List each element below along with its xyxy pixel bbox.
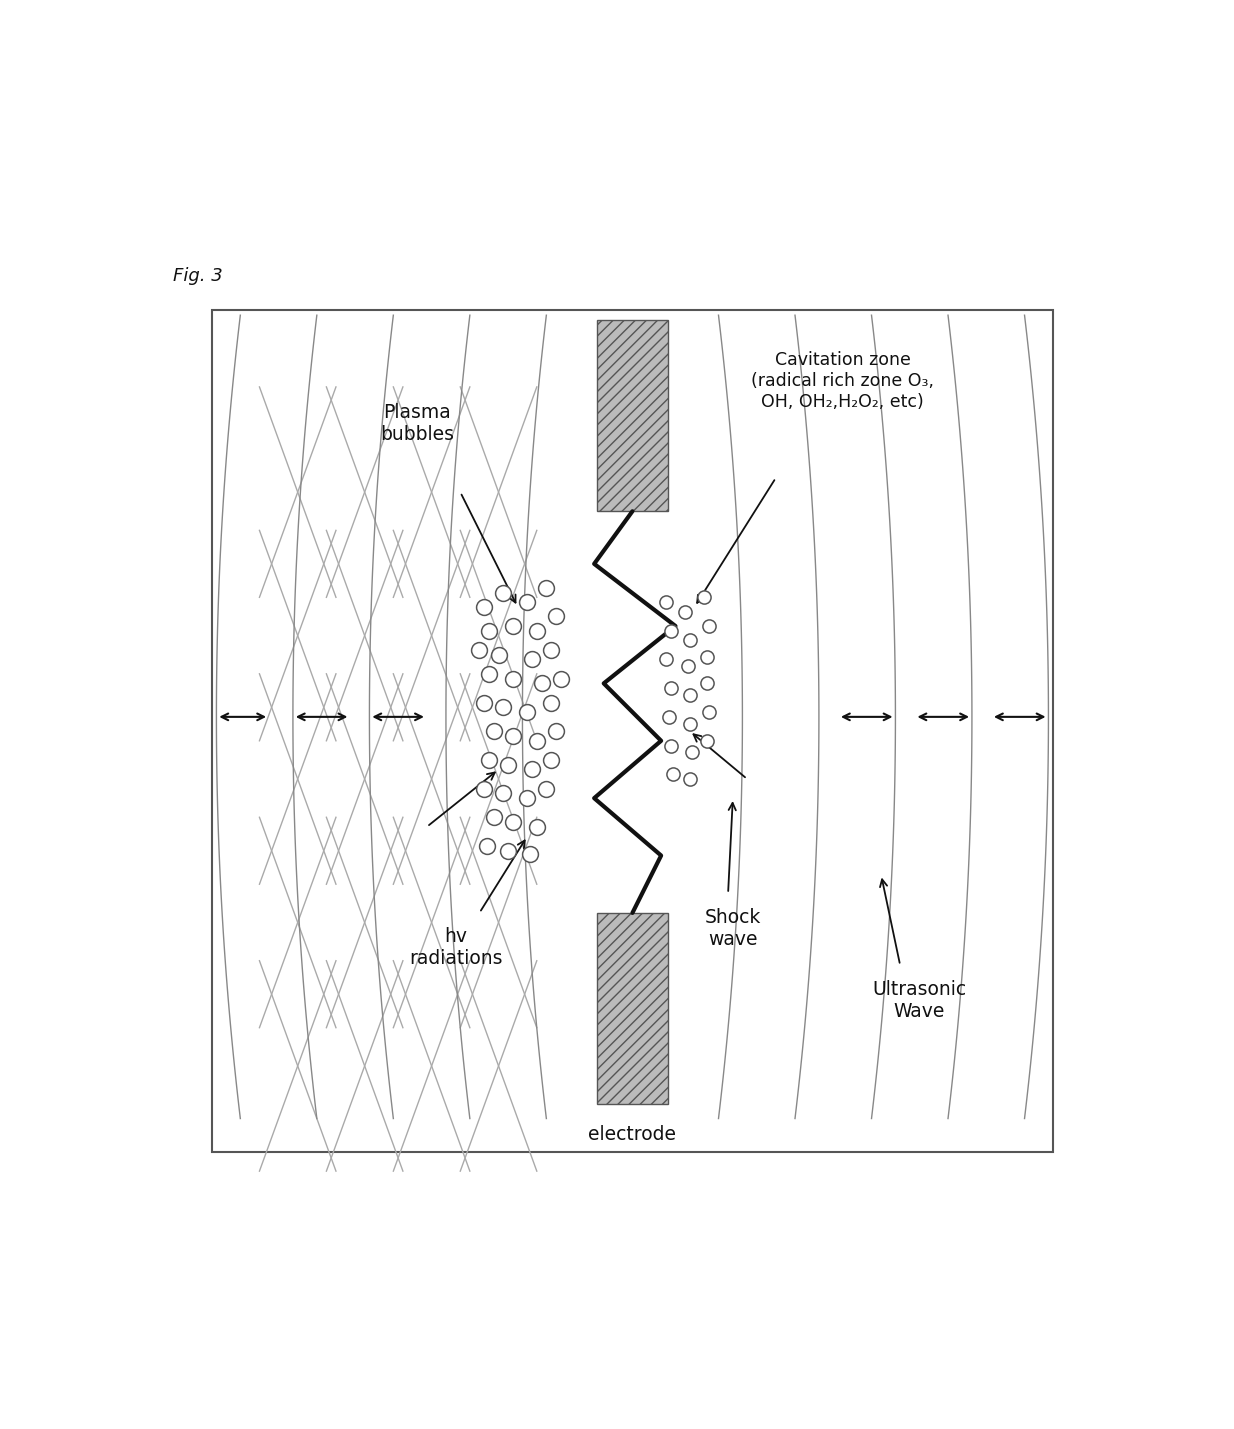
Point [697,672,717,694]
Point [474,777,494,800]
Point [517,590,537,613]
Point [522,757,542,780]
Point [517,787,537,810]
Point [484,720,503,743]
Point [545,604,565,627]
Point [698,700,718,723]
Point [474,596,494,619]
Point [659,706,679,729]
Bar [596,320,669,512]
Point [682,740,702,763]
Point [542,749,561,772]
Point [680,767,700,790]
Point [675,600,695,623]
Point [532,672,552,694]
Point [479,663,499,686]
Point [494,696,513,719]
Point [680,629,700,652]
Point [527,816,547,839]
Point [478,835,497,857]
Point [661,619,681,642]
Point [494,782,513,805]
Point [656,647,676,670]
Point [517,700,537,723]
Point [661,677,681,700]
Point [545,720,565,743]
Point [661,735,681,757]
Point [484,806,503,829]
Point [663,763,682,786]
Point [680,683,700,706]
Point [499,839,518,862]
Point [499,753,518,776]
Point [522,647,542,670]
Text: hv
radiations: hv radiations [408,927,502,969]
Point [542,639,561,662]
Point [479,749,499,772]
Point [503,725,523,747]
Text: electrode: electrode [589,1125,676,1145]
Point [695,586,714,609]
Point [680,712,700,735]
Point [697,644,717,667]
Point [489,643,508,666]
Point [542,692,561,714]
Point [479,619,499,642]
Text: Ultrasonic
Wave: Ultrasonic Wave [872,980,966,1020]
Point [503,614,523,637]
Point [527,619,547,642]
Point [521,842,540,865]
Bar [212,310,1054,1152]
Point [469,639,489,662]
Point [656,590,676,613]
Point [677,654,697,677]
Point [537,576,557,599]
Bar [596,913,669,1105]
Point [550,667,570,690]
Point [697,729,717,752]
Point [537,777,557,800]
Text: Cavitation zone
(radical rich zone O₃,
OH, OH₂,H₂O₂, etc): Cavitation zone (radical rich zone O₃, O… [752,352,934,410]
Point [503,667,523,690]
Point [527,729,547,752]
Point [474,692,494,714]
Text: Fig. 3: Fig. 3 [173,267,223,286]
Point [494,582,513,604]
Point [503,810,523,833]
Text: Shock
wave: Shock wave [705,909,761,949]
Point [698,614,718,637]
Text: Plasma
bubbles: Plasma bubbles [380,403,454,444]
